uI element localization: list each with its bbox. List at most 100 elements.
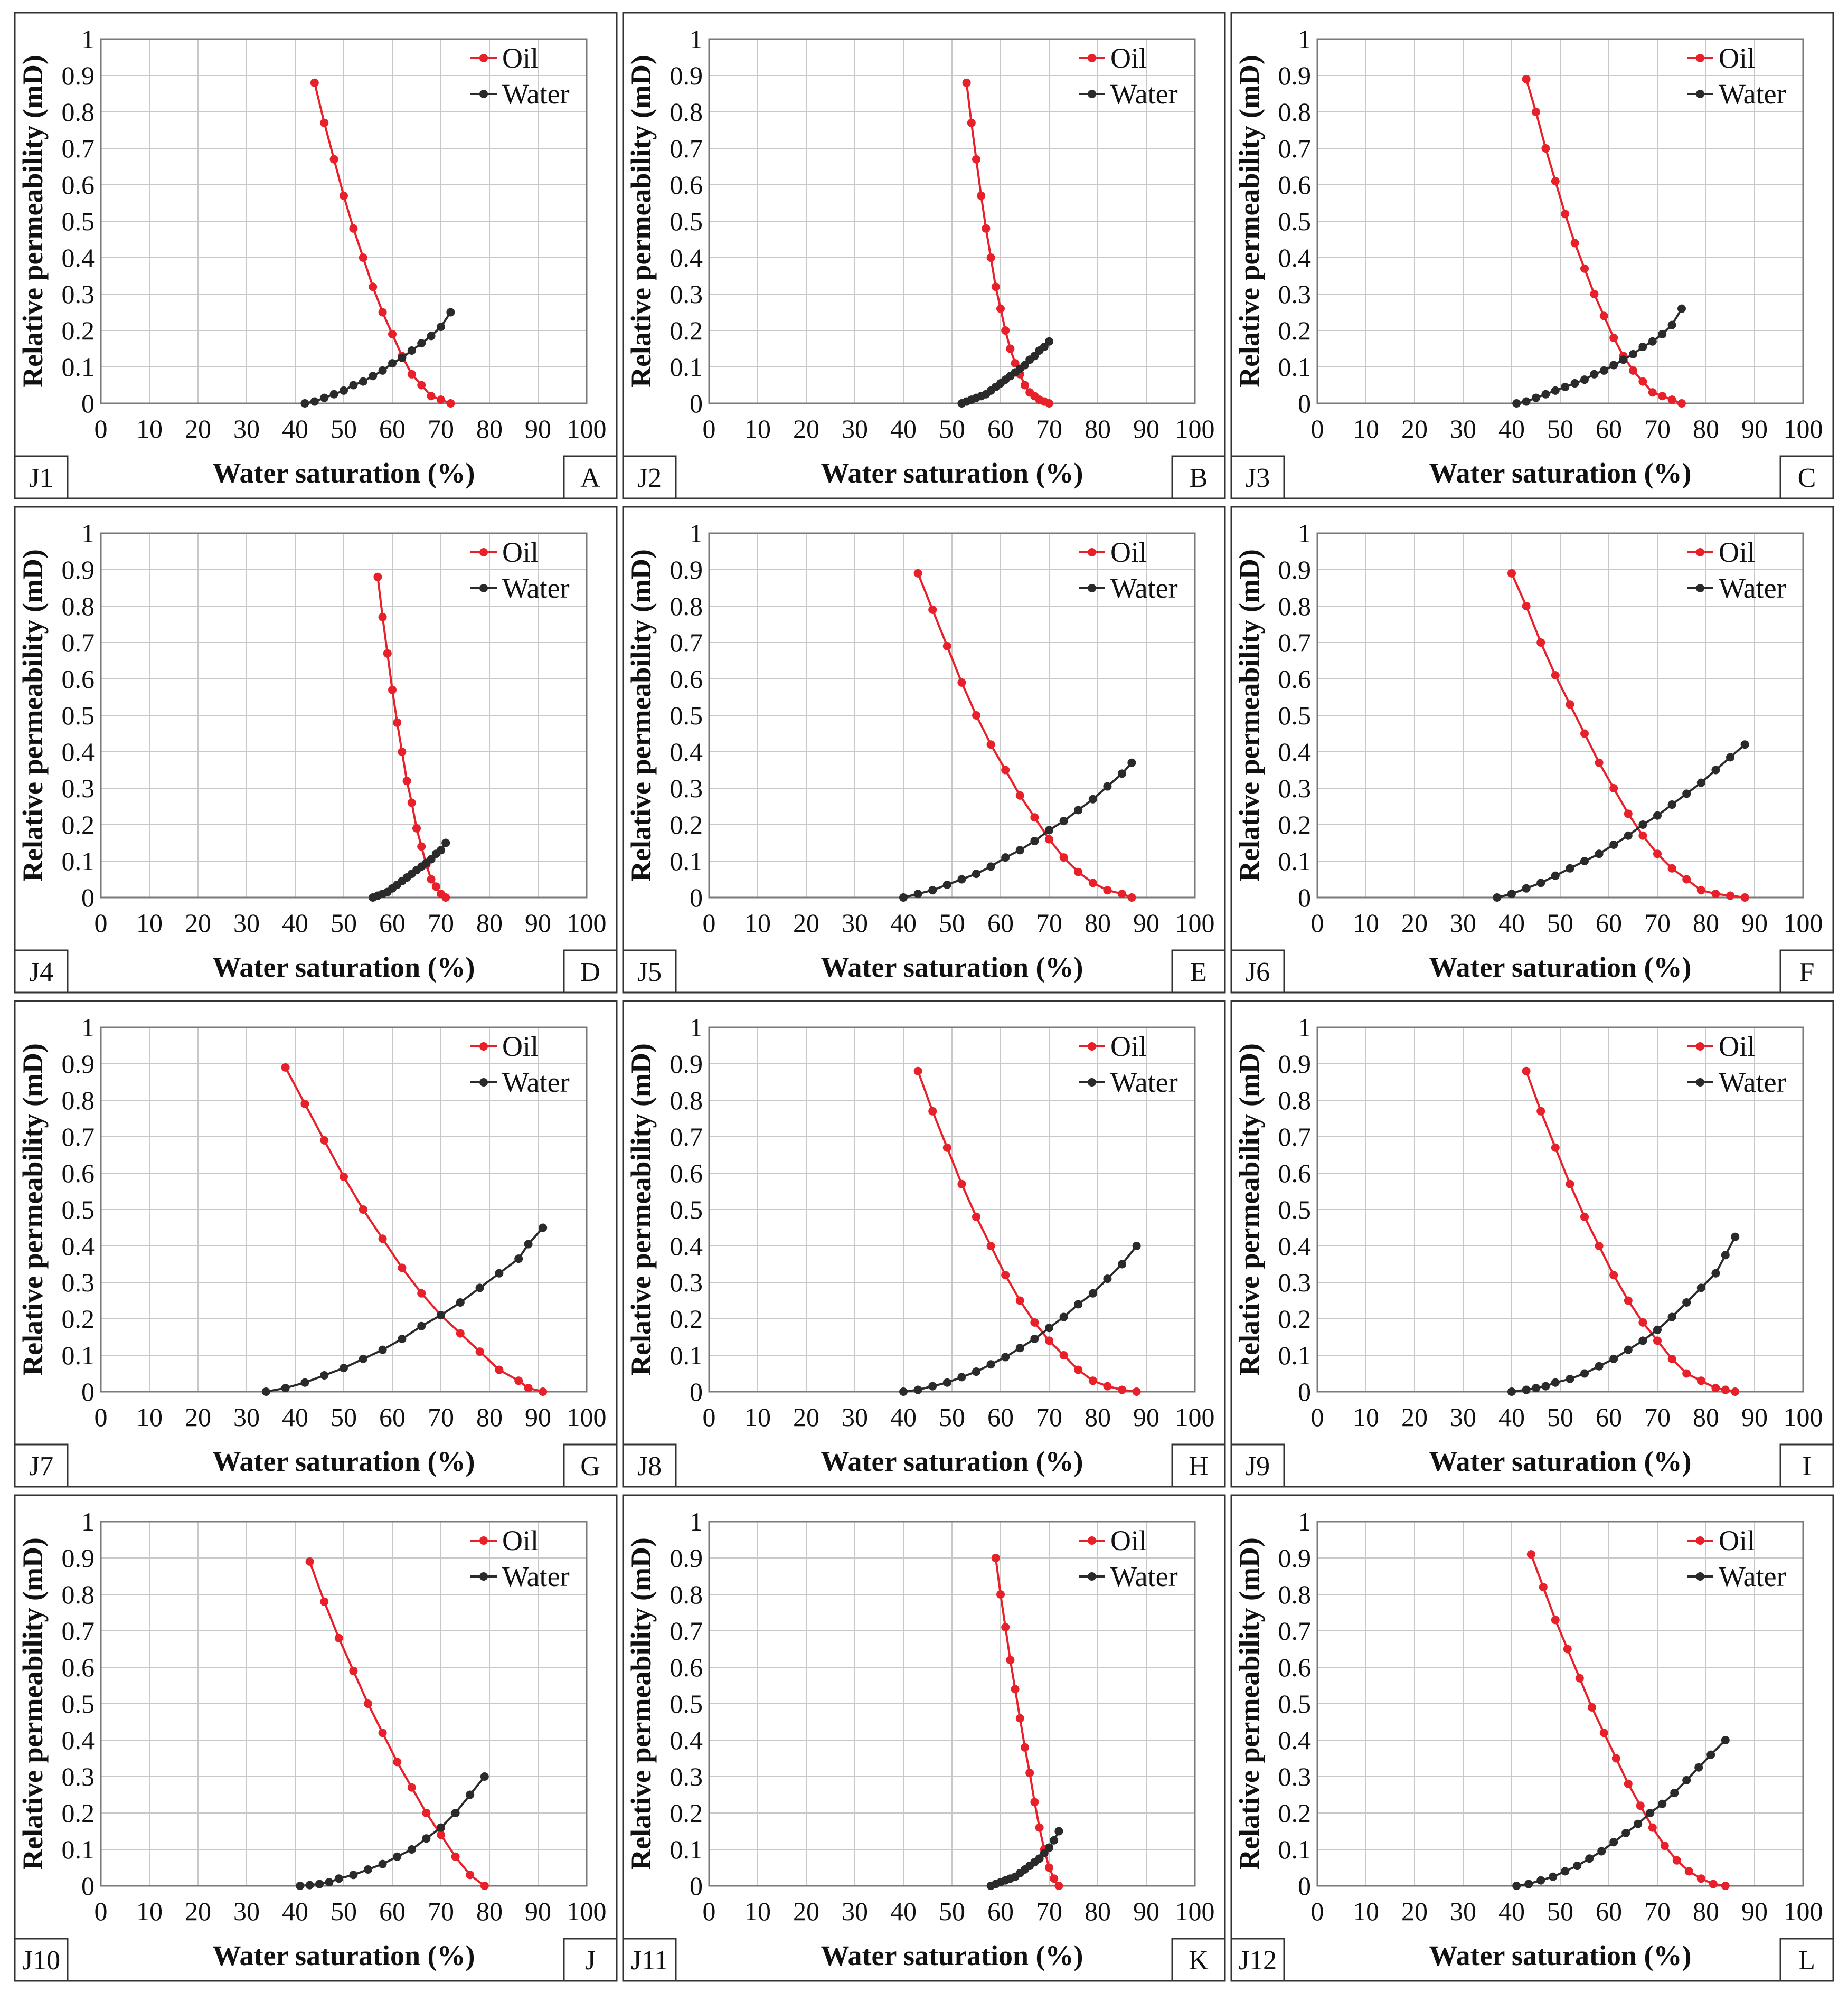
water-data-point <box>1580 375 1589 384</box>
water-data-point <box>1646 1809 1655 1817</box>
panel-border <box>14 1000 618 1488</box>
oil-data-point <box>1001 766 1010 775</box>
oil-line <box>1525 1071 1736 1393</box>
oil-data-point <box>334 1633 343 1642</box>
sample-label-box <box>1230 455 1285 499</box>
y-tick-label: 0.5 <box>1278 701 1312 730</box>
legend-swatch-marker <box>1696 54 1704 62</box>
x-tick-label: 90 <box>1741 1896 1768 1926</box>
x-tick-label: 0 <box>1311 1402 1324 1432</box>
panel-letter: D <box>580 957 600 987</box>
y-tick-label: 0.7 <box>670 628 703 657</box>
water-data-point <box>1561 382 1570 391</box>
x-tick-label: 50 <box>939 414 965 443</box>
water-data-point <box>1074 806 1083 815</box>
panel-letter: G <box>580 1451 600 1481</box>
water-data-point <box>310 397 319 406</box>
oil-line <box>308 1561 485 1887</box>
legend-swatch-marker <box>479 548 488 556</box>
y-tick-label: 0.7 <box>62 134 95 163</box>
oil-data-point <box>1609 333 1618 342</box>
panel-border <box>622 1000 1226 1488</box>
panel-letter-box <box>1779 455 1834 499</box>
water-data-point <box>427 332 436 341</box>
oil-data-point <box>1059 853 1068 862</box>
y-tick-label: 0.3 <box>1278 1762 1312 1791</box>
oil-data-point <box>986 740 995 749</box>
y-tick-label: 0.6 <box>670 1158 703 1188</box>
water-data-point <box>1015 1344 1024 1353</box>
panel-letter-box <box>563 1938 618 1982</box>
y-tick-label: 0.4 <box>1278 1725 1312 1755</box>
water-data-point <box>1050 1836 1059 1845</box>
water-data-point <box>1658 1799 1667 1808</box>
legend-entry: Water <box>1110 572 1178 604</box>
y-tick-label: 0.8 <box>62 1580 95 1609</box>
oil-data-point <box>417 1289 426 1298</box>
water-data-point <box>514 1254 523 1263</box>
water-data-point <box>378 1345 387 1354</box>
series-water <box>957 337 1053 408</box>
y-tick-label: 0.5 <box>62 1689 95 1718</box>
water-data-point <box>1721 1251 1730 1260</box>
oil-data-point <box>340 1172 348 1181</box>
x-tick-label: 0 <box>703 414 716 443</box>
water-data-point <box>1721 1736 1730 1744</box>
x-tick-label: 60 <box>1596 1402 1622 1432</box>
oil-data-point <box>942 1143 951 1152</box>
water-data-point <box>437 1311 445 1320</box>
plot-area-frame <box>100 532 588 899</box>
oil-data-point <box>1536 638 1545 647</box>
y-tick-label: 0.9 <box>1278 61 1312 90</box>
y-tick-label: 0.2 <box>62 810 95 839</box>
water-data-point <box>1711 766 1720 775</box>
legend-entry: Water <box>1110 1561 1178 1592</box>
series-water <box>899 1242 1141 1396</box>
legend-entry: Water <box>1719 1561 1786 1592</box>
y-tick-label: 1 <box>81 24 95 54</box>
x-tick-label: 50 <box>1547 414 1573 443</box>
water-data-point <box>1653 811 1662 820</box>
oil-data-point <box>1648 1823 1657 1832</box>
water-data-point <box>1726 753 1734 762</box>
x-tick-label: 90 <box>525 1896 551 1926</box>
oil-data-point <box>991 282 1000 291</box>
water-data-point <box>1595 849 1604 858</box>
oil-data-point <box>466 1871 475 1880</box>
oil-data-point <box>1684 1867 1693 1876</box>
oil-data-point <box>913 569 922 578</box>
oil-data-point <box>1677 399 1686 408</box>
legend-entry: Water <box>1110 1066 1178 1098</box>
water-data-point <box>1566 1374 1574 1383</box>
oil-data-point <box>1074 1365 1083 1374</box>
oil-data-point <box>1580 1212 1589 1221</box>
chart-panel-j6: 00.10.20.30.40.50.60.70.80.910 10 20 30 40 50… <box>1230 506 1834 994</box>
sample-label-box <box>622 1938 677 1982</box>
oil-data-point <box>300 1099 309 1108</box>
y-tick-label: 1 <box>690 1507 703 1536</box>
water-data-point <box>1609 1354 1618 1363</box>
oil-data-point <box>1551 1616 1560 1625</box>
x-tick-label: 10 <box>744 908 771 938</box>
series-oil <box>1526 1550 1730 1890</box>
oil-data-point <box>1045 1336 1053 1345</box>
water-data-point <box>1021 361 1029 370</box>
oil-data-point <box>1103 886 1112 895</box>
water-data-point <box>1696 1283 1705 1292</box>
y-tick-label: 0.1 <box>670 1835 703 1864</box>
x-tick-label: 50 <box>1547 1402 1573 1432</box>
oil-data-point <box>1667 864 1676 873</box>
oil-data-point <box>972 711 980 720</box>
oil-data-point <box>1015 791 1024 800</box>
y-tick-label: 0.8 <box>1278 1085 1312 1115</box>
water-data-point <box>1667 800 1676 809</box>
panel-letter-box <box>563 455 618 499</box>
water-data-point <box>349 381 358 390</box>
water-data-point <box>1001 853 1010 862</box>
water-data-point <box>1634 1819 1643 1828</box>
oil-data-point <box>320 1597 329 1606</box>
y-tick-label: 0.1 <box>62 846 95 876</box>
x-tick-label: 60 <box>987 414 1014 443</box>
legend: Oil Water <box>470 1031 570 1098</box>
y-tick-label: 0.8 <box>1278 1580 1312 1609</box>
